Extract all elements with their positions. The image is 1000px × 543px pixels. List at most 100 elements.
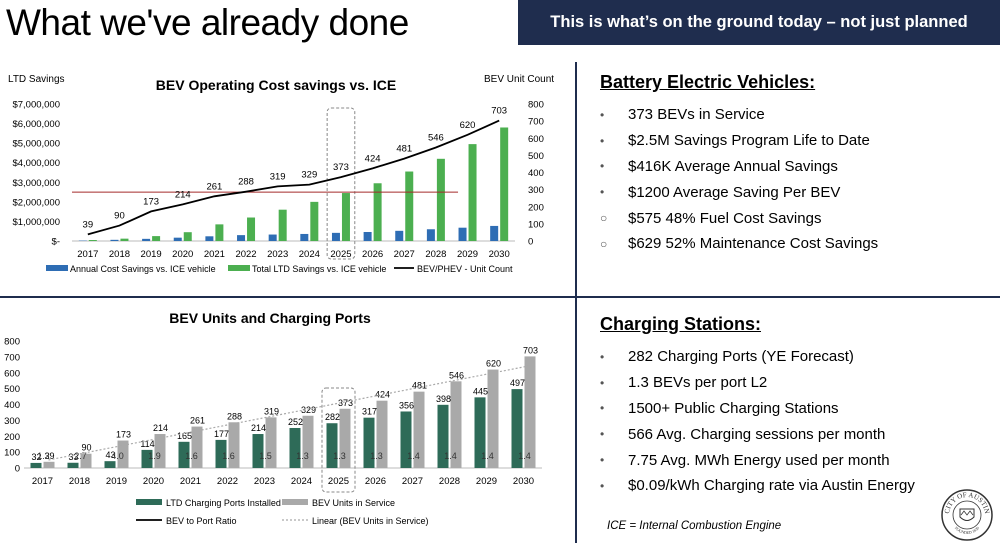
ports-bar: [363, 417, 375, 468]
x-tick-label: 2029: [457, 249, 478, 260]
data-label: 173: [143, 196, 159, 207]
x-tick-label: 2021: [204, 249, 225, 260]
ports-data-label: 317: [362, 407, 377, 417]
ports-bar: [141, 449, 153, 468]
bev-cost-savings-chart: BEV Operating Cost savings vs. ICE LTD Sa…: [8, 74, 554, 274]
x-tick-label: 2027: [402, 476, 423, 487]
y-tick-label: 800: [4, 337, 20, 348]
x-tick-label: 2017: [77, 249, 98, 260]
item-text: $629 52% Maintenance Cost Savings: [628, 235, 879, 253]
ports-data-label: 497: [510, 378, 525, 388]
item-text: $0.09/kWh Charging rate via Austin Energ…: [628, 477, 915, 495]
x-tick-label: 2028: [425, 249, 446, 260]
ports-data-label: 398: [436, 394, 451, 404]
ltd-savings-bar: [436, 158, 445, 241]
units-data-label: 373: [338, 398, 353, 408]
annual-savings-bar: [110, 239, 119, 241]
ratio-data-label: 4.0: [111, 451, 124, 461]
y-tick-label: 400: [4, 400, 20, 411]
item-text: 7.75 Avg. MWh Energy used per month: [628, 451, 890, 469]
units-data-label: 39: [44, 451, 54, 461]
y2-tick-label: 0: [528, 237, 533, 248]
units-bar: [339, 408, 351, 468]
annual-savings-bar: [142, 238, 151, 241]
units-bar: [80, 453, 92, 468]
x-tick-label: 2021: [180, 476, 201, 487]
y-tick-label: $7,000,000: [12, 100, 60, 111]
units-bar: [450, 381, 462, 468]
data-label: 481: [396, 144, 412, 155]
ports-bar: [289, 427, 301, 468]
bev-panel-heading: Battery Electric Vehicles:: [600, 72, 816, 92]
bullet-icon: •: [600, 401, 605, 416]
y2-tick-label: 800: [528, 100, 544, 111]
legend-entry: Total LTD Savings vs. ICE vehicle: [252, 264, 386, 274]
item-text: 373 BEVs in Service: [628, 106, 765, 124]
legend-entry: BEV/PHEV - Unit Count: [417, 264, 513, 274]
seal-bottom-text: FOUNDED 1839: [954, 525, 980, 535]
units-data-label: 319: [264, 406, 279, 416]
units-data-label: 546: [449, 370, 464, 380]
ratio-data-label: 1.5: [259, 451, 272, 461]
ratio-data-label: 1.4: [518, 451, 531, 461]
legend-swatch: [136, 499, 162, 505]
bev-panel-item: • 373 BEVs in Service: [600, 102, 995, 128]
charging-panel-heading: Charging Stations:: [600, 314, 761, 334]
data-label: 288: [238, 177, 254, 188]
highlight-box: [326, 107, 356, 260]
x-tick-label: 2026: [365, 476, 386, 487]
data-label: 620: [460, 120, 476, 131]
legend-swatch: [228, 265, 250, 271]
bullet-icon: •: [600, 349, 605, 364]
units-bar: [265, 417, 277, 468]
bev-panel: Battery Electric Vehicles: • 373 BEVs in …: [600, 72, 995, 257]
annual-savings-bar: [490, 225, 499, 241]
x-tick-label: 2028: [439, 476, 460, 487]
bev-list: • 373 BEVs in Service • $2.5M Savings Progr…: [600, 102, 995, 257]
y-tick-label: $4,000,000: [12, 158, 60, 169]
legend-entry: LTD Charging Ports Installed: [166, 498, 281, 508]
units-data-label: 481: [412, 381, 427, 391]
x-tick-label: 2024: [291, 476, 312, 487]
ports-bar: [215, 439, 227, 468]
city-seal-icon: CITY OF AUSTIN FOUNDED 1839: [941, 489, 993, 541]
y-tick-label: 0: [15, 464, 20, 475]
legend-swatch: [282, 499, 308, 505]
trend-line: [48, 365, 530, 461]
annual-savings-bar: [237, 235, 246, 241]
ports-bar: [326, 423, 338, 468]
y-tick-label: 600: [4, 368, 20, 379]
annual-savings-bar: [426, 229, 435, 241]
x-tick-label: 2019: [141, 249, 162, 260]
x-tick-label: 2029: [476, 476, 497, 487]
data-label: 39: [83, 219, 94, 230]
unit-count-line: [87, 119, 500, 236]
units-data-label: 703: [523, 345, 538, 355]
x-tick-label: 2024: [299, 249, 320, 260]
annual-savings-bar: [458, 227, 467, 241]
ltd-savings-bar: [500, 127, 509, 241]
units-data-label: 173: [116, 430, 131, 440]
ports-data-label: 177: [214, 429, 229, 439]
legend-entry: BEV Units in Service: [312, 498, 395, 508]
bullet-icon: •: [600, 107, 605, 122]
units-data-label: 90: [81, 443, 91, 453]
x-tick-label: 2019: [106, 476, 127, 487]
x-tick-label: 2030: [489, 249, 510, 260]
units-bar: [302, 415, 314, 468]
x-tick-label: 2022: [217, 476, 238, 487]
y2-tick-label: 400: [528, 168, 544, 179]
units-bar: [524, 356, 536, 468]
data-label: 424: [365, 153, 381, 164]
data-label: 546: [428, 132, 444, 143]
units-data-label: 329: [301, 405, 316, 415]
y-tick-label: 100: [4, 448, 20, 459]
ports-data-label: 282: [325, 412, 340, 422]
legend-entry: Annual Cost Savings vs. ICE vehicle: [70, 264, 216, 274]
y2-tick-label: 500: [528, 151, 544, 162]
charging-panel-item: • 1.3 BEVs per port L2: [600, 370, 995, 396]
data-label: 329: [301, 170, 317, 181]
data-label: 90: [114, 211, 125, 222]
bullet-icon: ○: [600, 236, 608, 251]
x-tick-label: 2030: [513, 476, 534, 487]
